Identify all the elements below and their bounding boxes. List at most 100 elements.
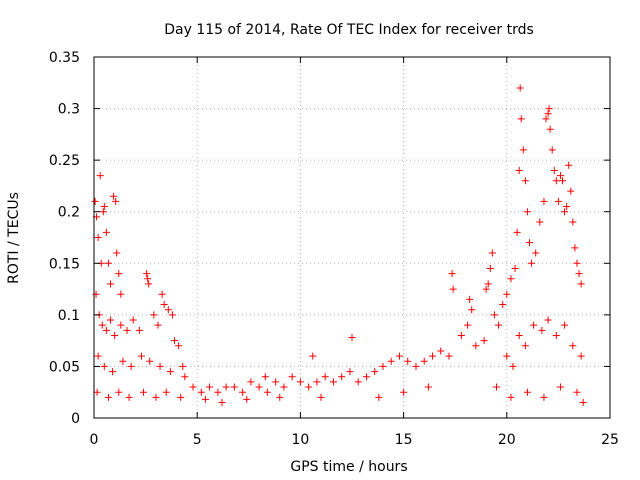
data-point (127, 362, 135, 370)
data-point (98, 321, 106, 329)
data-point (484, 280, 492, 288)
data-point (523, 388, 531, 396)
data-point (550, 166, 558, 174)
data-point (94, 352, 102, 360)
x-tick-labels: 0 5 10 15 20 25 (90, 432, 619, 448)
data-point (309, 352, 317, 360)
data-point (158, 290, 166, 298)
data-point (144, 275, 152, 283)
data-point (100, 362, 108, 370)
data-point (140, 388, 148, 396)
data-point (575, 270, 583, 278)
data-point (482, 285, 490, 293)
data-point (113, 249, 121, 257)
data-point (162, 388, 170, 396)
data-point (96, 172, 104, 180)
data-point (179, 362, 187, 370)
data-point (556, 172, 564, 180)
data-point (556, 383, 564, 391)
data-point (559, 177, 567, 185)
data-point (523, 208, 531, 216)
data-point (445, 352, 453, 360)
data-point (395, 352, 403, 360)
data-point (117, 321, 125, 329)
data-point (362, 373, 370, 381)
data-point (94, 234, 102, 241)
data-point (507, 393, 515, 401)
y-tick-label: 0.2 (58, 205, 80, 221)
data-point (181, 373, 189, 381)
plot-frame (93, 56, 611, 419)
data-point (109, 368, 117, 376)
data-point (544, 110, 552, 118)
data-point (243, 395, 251, 403)
data-point (563, 203, 571, 211)
data-point (457, 331, 465, 339)
data-point (313, 378, 321, 386)
data-point (490, 311, 498, 319)
data-point (515, 331, 523, 339)
data-point (135, 326, 143, 334)
data-point (480, 337, 488, 345)
data-point (412, 362, 420, 370)
x-tick-label: 0 (90, 432, 99, 448)
data-point (189, 383, 197, 391)
data-point (280, 383, 288, 391)
y-tick-label: 0.25 (49, 153, 80, 169)
data-point (521, 342, 529, 350)
data-point (511, 264, 519, 272)
data-point (102, 326, 110, 334)
data-point (156, 362, 164, 370)
y-tick-label: 0.15 (49, 256, 80, 272)
data-point (111, 331, 119, 339)
data-point (104, 393, 112, 401)
data-point (107, 280, 115, 288)
y-tick-label: 0.05 (49, 359, 80, 375)
data-point (150, 311, 158, 319)
data-point (164, 306, 172, 314)
data-point (247, 378, 255, 386)
data-point (466, 295, 474, 303)
data-point (526, 239, 534, 247)
data-point (125, 393, 133, 401)
data-point (517, 115, 525, 123)
data-point (261, 373, 269, 381)
data-point (218, 399, 226, 407)
data-point (255, 383, 263, 391)
data-point (561, 208, 569, 216)
data-point (552, 331, 560, 339)
data-point (338, 373, 346, 381)
data-point (154, 321, 162, 329)
x-tick-label: 20 (498, 432, 516, 448)
data-point (99, 208, 107, 216)
data-point (146, 357, 154, 365)
data-point (571, 244, 579, 252)
axis-ticks (93, 56, 611, 419)
data-point (530, 321, 538, 329)
data-point (492, 383, 500, 391)
data-point (379, 362, 387, 370)
data-point (263, 388, 271, 396)
data-point (371, 368, 379, 376)
data-point (548, 146, 556, 154)
data-point (93, 388, 101, 396)
data-point (100, 203, 108, 211)
data-point (554, 197, 562, 205)
x-tick-label: 15 (395, 432, 413, 448)
data-point (91, 197, 99, 205)
data-point (561, 321, 569, 329)
data-point (507, 275, 515, 283)
data-point (175, 342, 183, 350)
x-tick-label: 10 (291, 432, 309, 448)
y-tick-label: 0.3 (58, 102, 80, 118)
data-point (375, 393, 383, 401)
data-point (230, 383, 238, 391)
data-point (577, 280, 585, 288)
data-point (545, 105, 553, 113)
data-point (577, 352, 585, 360)
data-point (170, 337, 178, 345)
data-point (152, 393, 160, 401)
data-point (115, 388, 123, 396)
data-point (346, 368, 354, 376)
data-point (119, 357, 127, 365)
